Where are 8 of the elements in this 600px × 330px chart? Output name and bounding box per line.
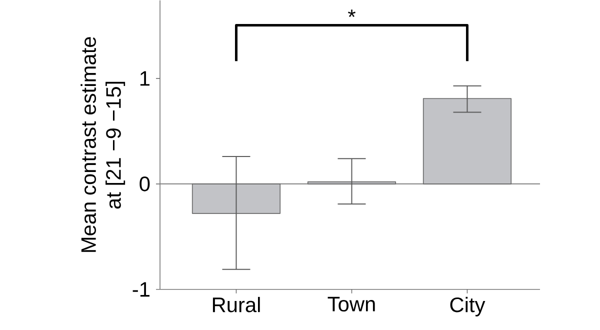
x-tick-label: City: [450, 296, 486, 316]
annotation: *: [348, 9, 356, 17]
y-axis-title: Mean contrast estimate at [21 −9 −15]: [80, 36, 126, 252]
x-tick-label: Town: [328, 296, 375, 312]
y-tick-label: 1: [140, 71, 150, 86]
y-tick-label: 0: [140, 176, 150, 192]
x-tick-label: Rural: [212, 296, 260, 312]
y-tick-label: -1: [132, 282, 150, 296]
